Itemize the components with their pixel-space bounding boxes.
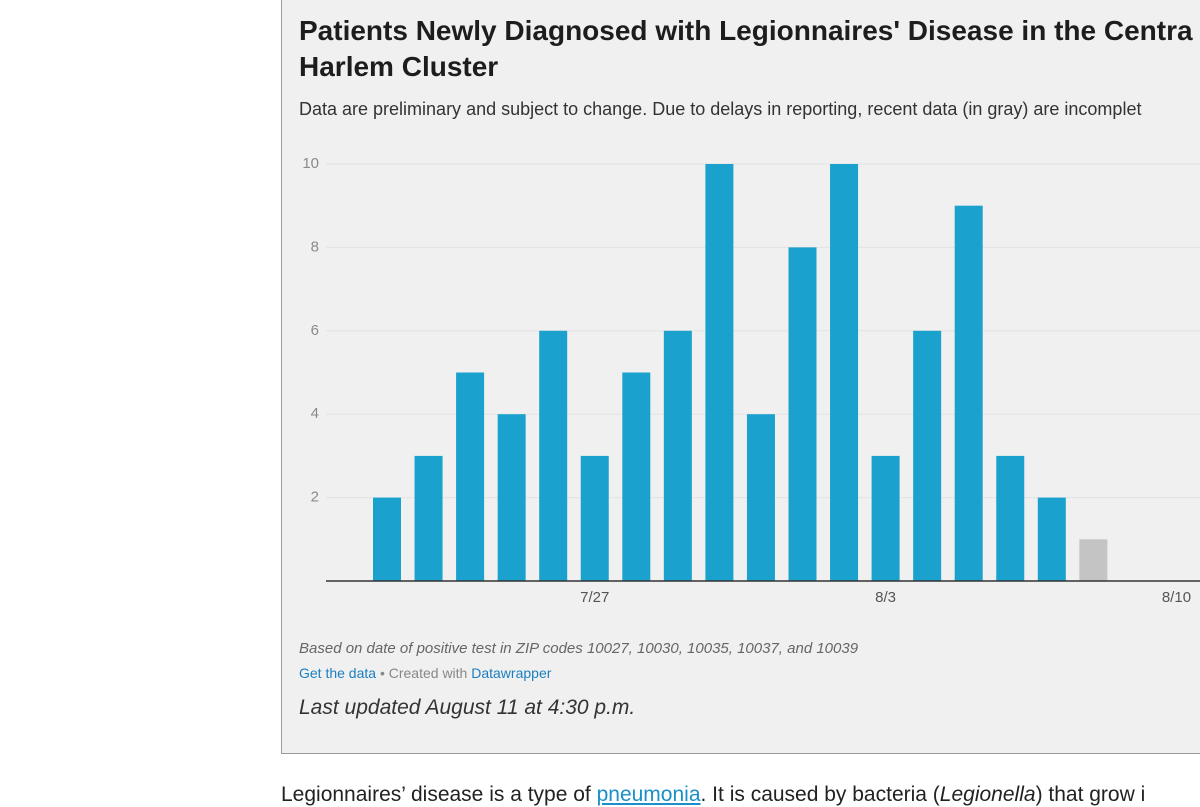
bar — [414, 455, 443, 581]
pneumonia-link[interactable]: pneumonia — [596, 783, 701, 806]
y-tick-label: 2 — [311, 489, 319, 506]
y-tick-label: 10 — [302, 155, 319, 172]
chart-title: Harlem Cluster — [299, 51, 499, 82]
x-tick-label: 8/10 — [1162, 589, 1191, 606]
bar — [871, 455, 900, 581]
chart-subtitle: Data are preliminary and subject to chan… — [299, 99, 1142, 119]
bar — [954, 205, 983, 581]
bar — [705, 164, 734, 581]
bar — [539, 330, 568, 581]
text: ) that grow i — [1035, 783, 1146, 806]
chart: 2 4 6 8 10 7/27 8/3 8/10 — [302, 155, 1200, 606]
y-tick-label: 4 — [311, 405, 319, 422]
bar — [746, 414, 775, 581]
datawrapper-link[interactable]: Datawrapper — [471, 665, 552, 681]
y-tick-label: 6 — [311, 322, 319, 339]
text: Legionnaires’ disease is a type of — [281, 783, 597, 806]
x-tick-label: 8/3 — [875, 589, 896, 606]
last-updated: Last updated August 11 at 4:30 p.m. — [299, 696, 636, 719]
bar — [663, 330, 692, 581]
chart-note: Based on date of positive test in ZIP co… — [299, 640, 859, 657]
credit-text: • Created with — [379, 665, 468, 681]
bar — [373, 497, 401, 581]
get-data-link[interactable]: Get the data — [299, 665, 377, 681]
chart-title: Patients Newly Diagnosed with Legionnair… — [299, 15, 1193, 46]
x-tick-label: 7/27 — [580, 589, 609, 606]
bar — [622, 372, 651, 581]
chart-card: Patients Newly Diagnosed with Legionnair… — [281, 0, 1200, 754]
article-paragraph: Legionnaires’ disease is a type of pneum… — [281, 783, 1145, 807]
bar — [830, 164, 859, 581]
bar — [580, 455, 609, 581]
text: . It is caused by bacteria ( — [700, 783, 940, 806]
bar — [456, 372, 485, 581]
bar — [497, 414, 526, 581]
bar — [788, 247, 817, 581]
bar — [1037, 497, 1066, 581]
bar — [1079, 539, 1108, 581]
bar — [996, 455, 1025, 581]
bar — [913, 330, 942, 581]
y-tick-label: 8 — [311, 238, 319, 255]
credits: Get the data • Created with Datawrapper — [299, 665, 551, 681]
italic-text: Legionella — [939, 783, 1036, 806]
